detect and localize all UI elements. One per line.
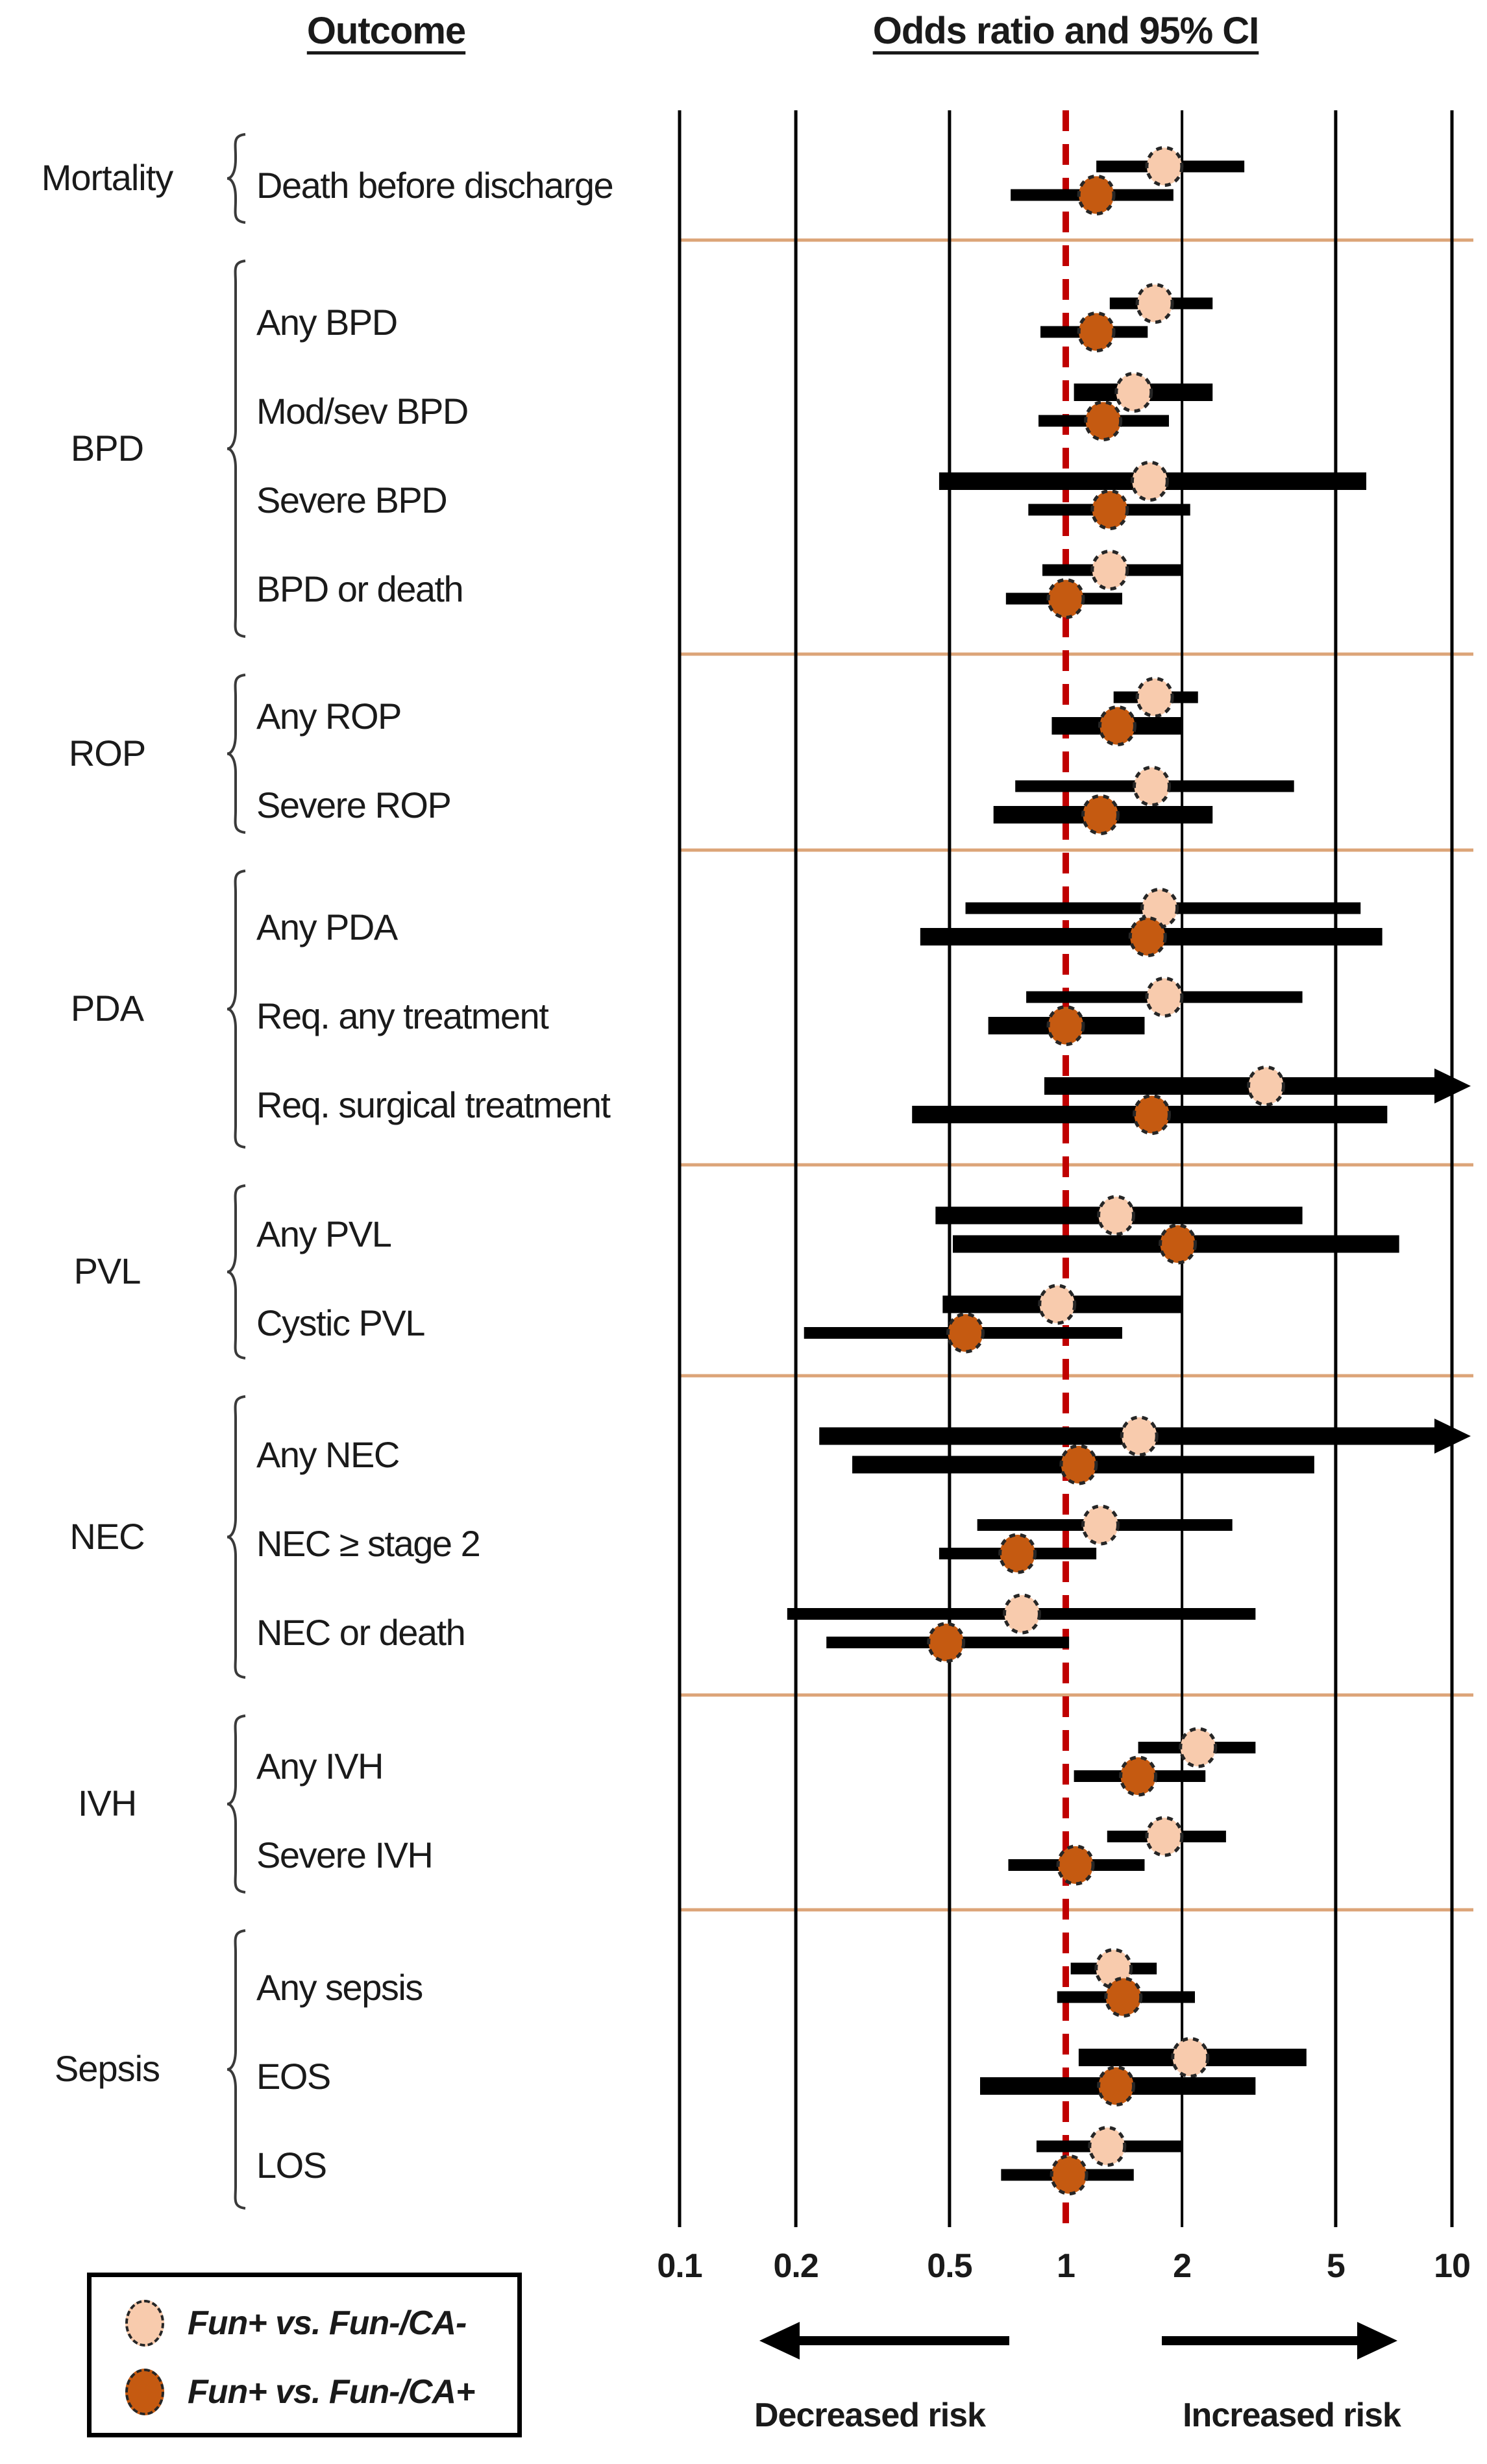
group-brace <box>227 133 246 224</box>
ci-arrow-right-icon <box>1434 1419 1471 1454</box>
group-label-pda: PDA <box>70 988 144 1029</box>
or-dot-dark <box>946 1312 985 1354</box>
or-dot-light <box>1135 283 1174 324</box>
increased-risk-arrowhead-icon <box>1357 2322 1397 2360</box>
or-dot-light <box>1120 1415 1159 1457</box>
or-dot-light <box>1114 372 1153 413</box>
dark-series-dot-icon <box>125 2369 164 2415</box>
row-label: NEC ≥ stage 2 <box>256 1523 481 1564</box>
or-dot-light <box>1094 1948 1133 1989</box>
legend-item-label: Fun+ vs. Fun-/CA- <box>188 2304 467 2342</box>
group-brace <box>227 1714 246 1894</box>
axis-tick-label: 0.2 <box>773 2247 818 2285</box>
or-dot-dark <box>1159 1223 1198 1265</box>
row-label: Any BPD <box>256 301 398 343</box>
or-dot-dark <box>1128 916 1167 957</box>
or-dot-dark <box>1056 1844 1095 1886</box>
group-label-ivh: IVH <box>77 1783 137 1824</box>
or-dot-light <box>1133 766 1172 807</box>
group-brace <box>227 870 246 1149</box>
or-dot-light <box>1145 1816 1184 1857</box>
or-dot-dark <box>1090 489 1129 530</box>
legend-item-dark: Fun+ vs. Fun-/CA+ <box>125 2368 475 2416</box>
axis-tick-label: 1 <box>1057 2247 1075 2285</box>
row-label: Req. surgical treatment <box>256 1084 611 1125</box>
axis-tick-label: 0.1 <box>657 2247 702 2285</box>
increased-risk-label: Increased risk <box>1183 2397 1401 2434</box>
or-dot-light <box>1179 1727 1218 1768</box>
or-dot-dark <box>1077 311 1116 352</box>
odds-ratio-column-header: Odds ratio and 95% CI <box>872 10 1260 52</box>
row-label: Any IVH <box>256 1746 384 1787</box>
or-dot-dark <box>998 1533 1037 1574</box>
axis-tick-label: 0.5 <box>927 2247 972 2285</box>
row-label: Any NEC <box>256 1434 400 1475</box>
row-label: Any sepsis <box>256 1966 423 2008</box>
outcome-column-header: Outcome <box>306 10 466 52</box>
or-dot-dark <box>1059 1444 1098 1485</box>
group-label-pvl: PVL <box>73 1250 141 1291</box>
row-label: LOS <box>256 2144 327 2186</box>
or-dot-dark <box>1046 578 1085 619</box>
group-label-rop: ROP <box>68 732 146 774</box>
group-brace <box>227 1184 246 1360</box>
or-dot-dark <box>1104 1977 1143 2018</box>
light-series-dot-icon <box>125 2300 164 2347</box>
group-label-nec: NEC <box>69 1515 145 1557</box>
group-label-sepsis: Sepsis <box>54 2048 160 2089</box>
axis-tick-label: 2 <box>1173 2247 1192 2285</box>
group-brace <box>227 1929 246 2210</box>
axis-tick-label: 10 <box>1434 2247 1471 2285</box>
or-dot-light <box>1171 2037 1210 2078</box>
decreased-risk-label: Decreased risk <box>754 2397 986 2434</box>
row-label: Cystic PVL <box>256 1302 425 1343</box>
row-label: Severe BPD <box>256 479 448 520</box>
group-label-mortality: Mortality <box>41 157 174 198</box>
or-dot-light <box>1247 1066 1286 1106</box>
row-label: Req. any treatment <box>256 995 549 1036</box>
group-brace <box>227 260 246 638</box>
row-label: Severe ROP <box>256 784 452 825</box>
or-dot-dark <box>1098 705 1137 746</box>
row-label: NEC or death <box>256 1612 466 1653</box>
or-dot-light <box>1097 1195 1136 1236</box>
legend-box: Fun+ vs. Fun-/CA- Fun+ vs. Fun-/CA+ <box>87 2273 522 2437</box>
or-dot-light <box>1145 146 1184 187</box>
row-label: Mod/sev BPD <box>256 390 469 432</box>
row-label: EOS <box>256 2055 331 2097</box>
row-label: Any PDA <box>256 906 398 947</box>
or-dot-light <box>1081 1504 1120 1546</box>
or-dot-dark <box>1050 2154 1088 2195</box>
row-label: BPD or death <box>256 568 464 609</box>
or-dot-dark <box>1077 175 1116 215</box>
or-dot-light <box>1090 550 1129 591</box>
or-dot-dark <box>1046 1005 1085 1046</box>
group-brace <box>227 674 246 834</box>
legend-item-light: Fun+ vs. Fun-/CA- <box>125 2299 467 2347</box>
ci-arrow-right-icon <box>1434 1068 1471 1104</box>
row-label: Death before discharge <box>256 164 614 206</box>
or-dot-light <box>1088 2126 1127 2167</box>
or-dot-dark <box>1097 2066 1136 2106</box>
or-dot-dark <box>1081 794 1120 835</box>
decreased-risk-arrowhead-icon <box>759 2322 800 2360</box>
or-dot-dark <box>1133 1094 1172 1135</box>
row-label: Any ROP <box>256 695 402 737</box>
axis-tick-label: 5 <box>1326 2247 1346 2285</box>
or-dot-light <box>1145 977 1184 1018</box>
legend-item-label: Fun+ vs. Fun-/CA+ <box>188 2373 475 2411</box>
or-dot-dark <box>1084 400 1123 441</box>
or-dot-light <box>1038 1284 1077 1325</box>
or-dot-dark <box>927 1622 966 1663</box>
row-label: Any PVL <box>256 1214 392 1254</box>
or-dot-light <box>1002 1593 1041 1635</box>
group-brace <box>227 1395 246 1679</box>
or-dot-dark <box>1119 1755 1158 1797</box>
or-dot-light <box>1135 677 1174 718</box>
or-dot-light <box>1130 461 1169 502</box>
group-label-bpd: BPD <box>70 427 144 469</box>
row-label: Severe IVH <box>256 1835 434 1875</box>
